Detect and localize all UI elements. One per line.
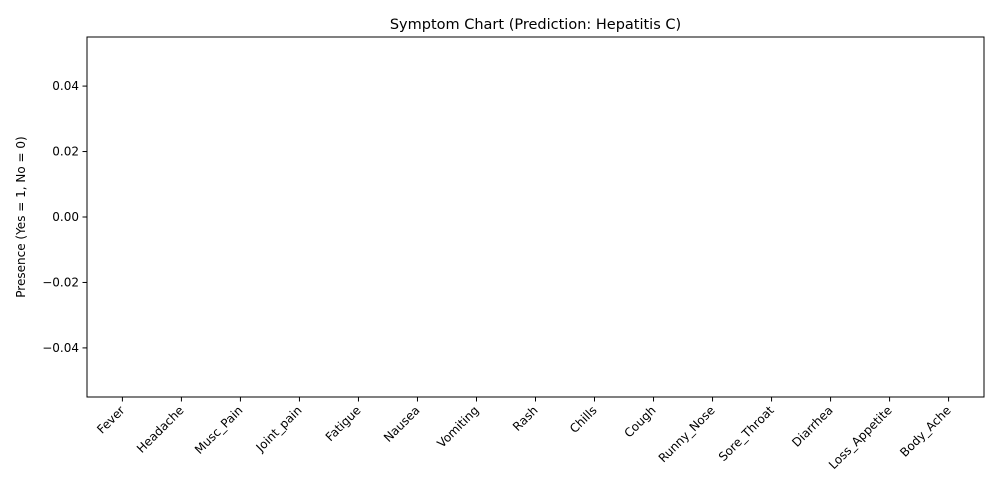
y-tick-label: 0.02 xyxy=(52,145,79,159)
plot-frame xyxy=(86,36,985,398)
y-tick-label: −0.02 xyxy=(42,275,79,289)
y-tick-label: 0.04 xyxy=(52,79,79,93)
y-tick-label: 0.00 xyxy=(52,210,79,224)
chart-title: Symptom Chart (Prediction: Hepatitis C) xyxy=(390,17,681,33)
y-axis: 0.04 0.02 0.00 −0.02 −0.04 xyxy=(42,79,87,355)
y-axis-label: Presence (Yes = 1, No = 0) xyxy=(14,136,28,297)
y-tick-label: −0.04 xyxy=(42,341,79,355)
